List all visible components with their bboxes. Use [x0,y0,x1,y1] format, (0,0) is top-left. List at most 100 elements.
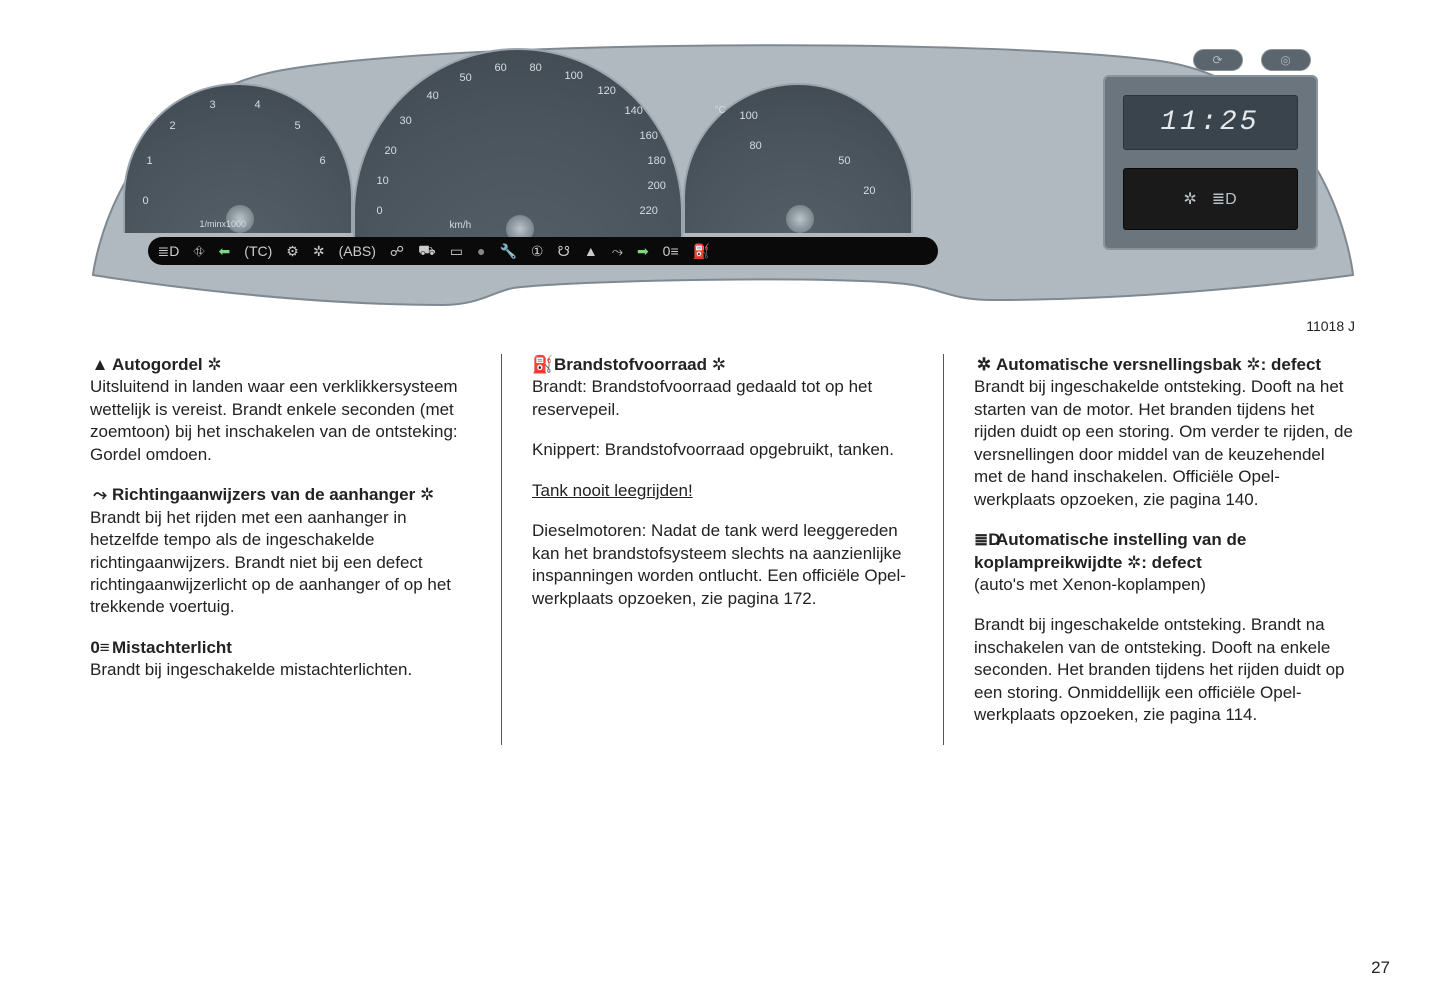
tach-tick: 3 [210,99,216,111]
indicator-icon: (TC) [244,243,272,259]
indicator-icon: ≣D [158,243,180,260]
section-fuel-p3: Dieselmotoren: Nadat de tank werd leegge… [532,520,913,610]
heading-fog: 0≡Mistachterlicht [90,637,471,659]
page-number: 27 [1371,958,1390,978]
speed-tick: 80 [530,62,542,74]
gauge-pivot [786,205,814,233]
fog-light-icon: 0≡ [90,637,110,659]
heading-seatbelt: ▲Autogordel ✲ [90,354,471,376]
optional-star-icon: ✲ [207,355,221,374]
indicator-icon: ⤳ [612,243,623,260]
indicator-icon: ⬅ [219,243,231,260]
body-text: Knippert: Brandstofvoorraad opgebruikt, … [532,440,894,459]
heading-text: Automatische instelling van de koplampre… [974,530,1246,571]
column-middle: ⛽Brandstofvoorraad ✲ Brandt: Brandstofvo… [501,354,943,745]
optional-star-icon: ✲ [420,485,434,504]
body-text: Brandt bij ingeschakelde ontsteking. Doo… [974,377,1353,508]
speed-tick: 50 [460,72,472,84]
tach-tick: 2 [170,120,176,132]
speed-tick: 20 [385,145,397,157]
fuel-mark: 50 [838,155,850,167]
speed-tick: 180 [648,155,666,167]
indicator-icon: ✲ [313,243,325,260]
seatbelt-icon: ▲ [90,354,110,376]
heading-text: Automatische versnellingsbak [996,355,1246,374]
figure-label: 11018 J [50,318,1355,334]
speed-tick: 40 [427,90,439,102]
aux-button-right: ◎ [1261,49,1311,71]
heading-text: Autogordel [112,355,207,374]
indicator-icon: ● [477,243,485,259]
tach-tick: 4 [255,99,261,111]
aux-buttons: ⟳ ◎ [1193,49,1311,71]
gear-indicator-icon: ✲ [1183,189,1196,209]
section-fuel: ⛽Brandstofvoorraad ✲ Brandt: Brandstofvo… [532,354,913,421]
body-text: Brandt: Brandstofvoorraad gedaald tot op… [532,377,872,418]
text-columns: ▲Autogordel ✲ Uitsluitend in landen waar… [50,354,1395,745]
column-right: ✲Automatische versnellingsbak ✲: defect … [943,354,1385,745]
speed-tick: 160 [640,130,658,142]
body-text: Brandt bij ingeschakelde mistachterlicht… [90,660,412,679]
sub-text: (auto's met Xenon-koplampen) [974,575,1206,594]
optional-star-icon: ✲ [1127,553,1141,572]
speed-tick: 30 [400,115,412,127]
tach-tick: 1 [147,155,153,167]
heading-headlight-range: ≣DAutomatische instelling van de koplamp… [974,529,1355,574]
aux-button-left: ⟳ [1193,49,1243,71]
info-display: ✲ ≣D [1123,168,1298,230]
tach-tick: 0 [143,195,149,207]
indicator-strip: ≣D⛗⬅(TC)⚙✲(ABS)☍⛟▭●🔧①☋▲⤳➡0≡⛽ [148,237,938,265]
headlight-range-icon: ≣D [1212,189,1237,209]
heading-suffix: : defect [1141,553,1201,572]
tach-tick: 6 [320,155,326,167]
section-headlight-range-p2: Brandt bij ingeschakelde ontsteking. Bra… [974,614,1355,726]
heading-trailer: ⤳Richtingaanwijzers van de aanhanger ✲ [90,484,471,506]
aux-display-panel: ⟳ ◎ 11:25 ✲ ≣D [1103,75,1318,250]
speed-tick: 120 [598,85,616,97]
reset-icon: ⟳ [1212,53,1222,67]
fuel-pump-icon: ⛽ [532,354,552,376]
indicator-icon: ▭ [450,243,463,260]
optional-star-icon: ✲ [712,355,726,374]
heading-suffix: : defect [1261,355,1321,374]
section-headlight-range: ≣DAutomatische instelling van de koplamp… [974,529,1355,596]
temp-label: °C [715,105,726,116]
indicator-icon: ▲ [584,243,598,259]
indicator-icon: 0≡ [663,243,679,259]
speed-tick: 140 [625,105,643,117]
section-fog-light: 0≡Mistachterlicht Brandt bij ingeschakel… [90,637,471,682]
indicator-icon: ⚙ [286,243,299,260]
trailer-icon: ⤳ [90,484,110,506]
indicator-icon: 🔧 [499,243,516,260]
warning-text: Tank nooit leegrijden! [532,481,693,500]
speedometer-gauge: 0 10 20 30 40 50 60 80 100 120 140 160 1… [353,48,683,253]
body-text: Brandt bij het rijden met een aanhanger … [90,508,451,617]
indicator-icon: ⛽ [693,243,710,260]
section-trailer-indicators: ⤳Richtingaanwijzers van de aanhanger ✲ B… [90,484,471,619]
body-text: Uitsluitend in landen waar een verklikke… [90,377,458,463]
fuel-mark: 20 [863,185,875,197]
tach-tick: 5 [295,120,301,132]
body-text: Dieselmotoren: Nadat de tank werd leegge… [532,521,906,607]
speed-tick: 60 [495,62,507,74]
temp-fuel-gauge: °C 100 80 50 20 [683,83,913,233]
speed-unit: km/h [450,220,472,231]
heading-text: Richtingaanwijzers van de aanhanger [112,485,420,504]
indicator-icon: ☋ [557,243,569,260]
dashboard-illustration: 0 1 2 3 4 5 6 1/minx1000 0 10 20 30 40 5… [73,30,1373,310]
section-seatbelt: ▲Autogordel ✲ Uitsluitend in landen waar… [90,354,471,466]
heading-text: Brandstofvoorraad [554,355,712,374]
indicator-icon: (ABS) [339,243,376,259]
speed-tick: 220 [640,205,658,217]
tachometer-gauge: 0 1 2 3 4 5 6 1/minx1000 [123,83,353,233]
indicator-icon: ⛗ [193,243,204,260]
gear-icon: ✲ [974,354,994,376]
tach-unit: 1/minx1000 [200,219,247,229]
select-icon: ◎ [1280,53,1290,67]
speed-tick: 10 [377,175,389,187]
speed-tick: 100 [565,70,583,82]
temp-mark: 80 [750,140,762,152]
indicator-icon: ⛟ [418,242,436,261]
clock-display: 11:25 [1123,95,1298,150]
heading-auto-trans: ✲Automatische versnellingsbak ✲: defect [974,354,1355,376]
